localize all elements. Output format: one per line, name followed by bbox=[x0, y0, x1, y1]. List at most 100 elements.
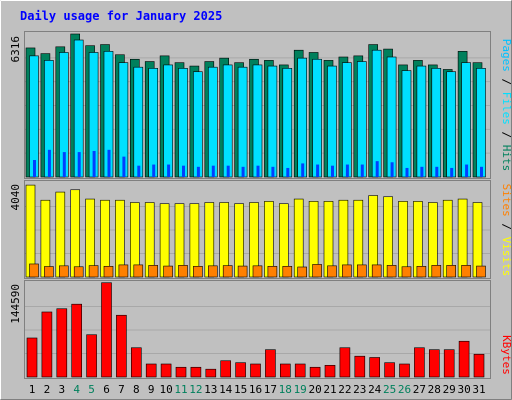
panel-kbytes: 144590 KBytes bbox=[9, 280, 512, 379]
x-tick-label: 17 bbox=[264, 383, 277, 396]
bar-kbytes bbox=[71, 303, 82, 378]
x-tick-label: 1 bbox=[29, 383, 36, 396]
bar-sites bbox=[356, 264, 367, 278]
bar-kbytes bbox=[26, 337, 38, 378]
x-tick-label: 2 bbox=[44, 383, 51, 396]
bar-sites bbox=[327, 265, 337, 278]
bar-pages bbox=[286, 167, 290, 177]
ylabel-visits: Visits bbox=[500, 237, 512, 277]
bar-kbytes bbox=[86, 334, 97, 378]
bar-pages bbox=[226, 165, 230, 177]
bar-files bbox=[401, 70, 412, 178]
ylabel-sep-3: / bbox=[500, 217, 512, 237]
bar-sites bbox=[297, 266, 308, 278]
bar-pages bbox=[405, 167, 409, 177]
bar-sites bbox=[58, 265, 69, 278]
bar-pages bbox=[241, 166, 245, 177]
bar-pages bbox=[271, 166, 275, 177]
x-axis-day-labels: 1 2 3 4 5 6 7 8 9 10 11 12 13 14 15 16 17 18 19 20 21 22 23 24 2… bbox=[29, 383, 486, 396]
x-tick-label: 24 bbox=[368, 383, 382, 396]
bar-files bbox=[178, 68, 188, 178]
bar-sites bbox=[222, 265, 233, 278]
x-tick-label: 12 bbox=[189, 383, 202, 396]
bar-kbytes bbox=[294, 363, 306, 378]
panel-hits-files-pages: 6316 Pages / Files / Hits bbox=[9, 31, 512, 179]
bar-visits bbox=[264, 201, 274, 278]
bar-pages bbox=[316, 164, 320, 177]
bar-sites bbox=[133, 264, 144, 278]
bar-files bbox=[342, 62, 352, 178]
bar-files bbox=[386, 56, 397, 178]
panel-hits-border bbox=[24, 31, 491, 179]
bar-files bbox=[29, 55, 39, 178]
bar-files bbox=[297, 57, 308, 178]
bar-files bbox=[267, 65, 278, 178]
bar-files bbox=[208, 66, 218, 178]
bar-kbytes bbox=[175, 366, 187, 378]
bar-visits bbox=[55, 191, 66, 278]
bar-pages bbox=[167, 164, 171, 177]
x-tick-label: 9 bbox=[148, 383, 155, 396]
bar-kbytes bbox=[41, 311, 53, 378]
bar-sites bbox=[476, 265, 486, 278]
bar-pages bbox=[62, 152, 66, 177]
x-tick-label: 30 bbox=[457, 383, 470, 396]
bar-sites bbox=[416, 265, 427, 278]
bar-pages bbox=[211, 165, 215, 177]
x-tick-label: 27 bbox=[413, 383, 426, 396]
bar-kbytes bbox=[339, 347, 351, 378]
x-tick-label: 25 bbox=[383, 383, 396, 396]
bar-sites bbox=[88, 265, 99, 278]
ylabel-kbytes: KBytes bbox=[500, 335, 512, 375]
x-tick-label: 29 bbox=[443, 383, 456, 396]
bar-visits bbox=[383, 196, 393, 278]
bars-kbytes bbox=[25, 282, 490, 378]
bar-visits bbox=[398, 201, 408, 278]
bar-sites bbox=[431, 265, 442, 278]
bar-pages bbox=[360, 164, 364, 177]
bar-kbytes bbox=[354, 355, 366, 378]
ylabel-hits: Hits bbox=[500, 145, 512, 172]
bars-hits-files-pages bbox=[25, 33, 490, 178]
bar-pages bbox=[182, 165, 185, 177]
bar-kbytes bbox=[160, 363, 172, 378]
bar-sites bbox=[446, 265, 457, 278]
bar-files bbox=[133, 66, 144, 178]
bar-files bbox=[193, 71, 203, 178]
bar-kbytes bbox=[324, 364, 336, 378]
bar-pages bbox=[47, 149, 51, 177]
ylabel-files: Files bbox=[500, 92, 512, 125]
bar-files bbox=[252, 64, 263, 178]
bar-pages bbox=[450, 167, 454, 177]
bar-kbytes bbox=[399, 363, 410, 378]
bar-sites bbox=[208, 265, 218, 278]
bar-sites bbox=[267, 265, 278, 278]
bar-pages bbox=[256, 165, 260, 177]
bar-files bbox=[282, 68, 293, 178]
bar-sites bbox=[312, 264, 322, 278]
ymax-kbytes: 144590 bbox=[9, 284, 22, 324]
bar-files bbox=[416, 65, 427, 178]
x-tick-label: 28 bbox=[428, 383, 441, 396]
bar-pages bbox=[77, 152, 81, 177]
x-tick-label: 8 bbox=[133, 383, 140, 396]
bar-pages bbox=[301, 163, 305, 177]
bar-sites bbox=[73, 266, 84, 278]
bar-pages bbox=[375, 161, 379, 177]
bar-pages bbox=[122, 156, 126, 177]
bar-sites bbox=[282, 265, 293, 278]
x-tick-label: 31 bbox=[472, 383, 485, 396]
bar-sites bbox=[386, 265, 397, 278]
ylabel-sep-1: / bbox=[500, 72, 512, 92]
bar-kbytes bbox=[131, 347, 142, 378]
bar-files bbox=[371, 49, 382, 178]
bar-kbytes bbox=[190, 366, 202, 378]
bar-files bbox=[327, 65, 337, 178]
panel-visits-border bbox=[24, 180, 491, 279]
ylabel-sep-2: / bbox=[500, 125, 512, 145]
x-tick-label: 7 bbox=[118, 383, 125, 396]
bar-sites bbox=[29, 263, 39, 278]
bar-kbytes bbox=[458, 340, 470, 378]
ymax-hits: 6316 bbox=[9, 36, 22, 63]
